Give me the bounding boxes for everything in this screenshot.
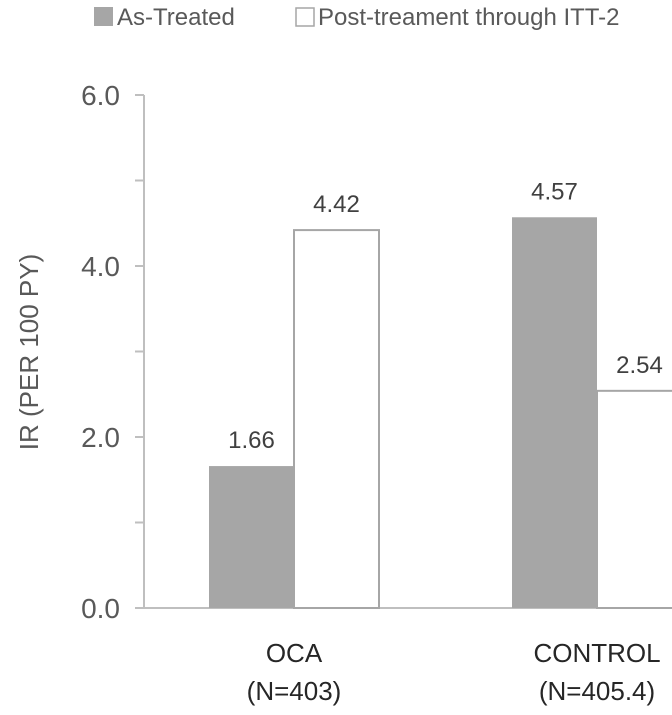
category-label: OCA bbox=[266, 638, 323, 668]
data-label: 4.57 bbox=[531, 178, 578, 205]
y-tick-label: 0.0 bbox=[81, 593, 120, 624]
y-axis-label: IR (PER 100 PY) bbox=[14, 254, 44, 451]
category-sublabel: (N=403) bbox=[247, 676, 342, 706]
legend-label-as-treated: As-Treated bbox=[117, 4, 235, 31]
data-label: 1.66 bbox=[228, 427, 275, 454]
data-label: 2.54 bbox=[616, 352, 663, 379]
y-tick-label: 6.0 bbox=[81, 80, 120, 111]
bars bbox=[209, 217, 672, 609]
y-tick-label: 2.0 bbox=[81, 422, 120, 453]
bar bbox=[512, 217, 597, 608]
y-tick-label: 4.0 bbox=[81, 251, 120, 282]
bar bbox=[596, 389, 672, 609]
category-label: CONTROL bbox=[533, 638, 660, 668]
bar bbox=[209, 466, 294, 608]
legend: As-Treated Post-treament through ITT-2 bbox=[94, 4, 619, 31]
data-label: 4.42 bbox=[313, 191, 360, 218]
category-sublabel: (N=405.4) bbox=[539, 676, 655, 706]
category-labels: OCA (N=403) CONTROL (N=405.4) bbox=[247, 638, 661, 706]
legend-swatch-post-treatment bbox=[295, 7, 315, 27]
data-labels: 1.66 4.42 4.57 2.54 bbox=[228, 178, 663, 454]
legend-label-post-treatment: Post-treament through ITT-2 bbox=[318, 4, 619, 31]
bar bbox=[293, 229, 380, 609]
legend-swatch-as-treated bbox=[94, 7, 113, 26]
